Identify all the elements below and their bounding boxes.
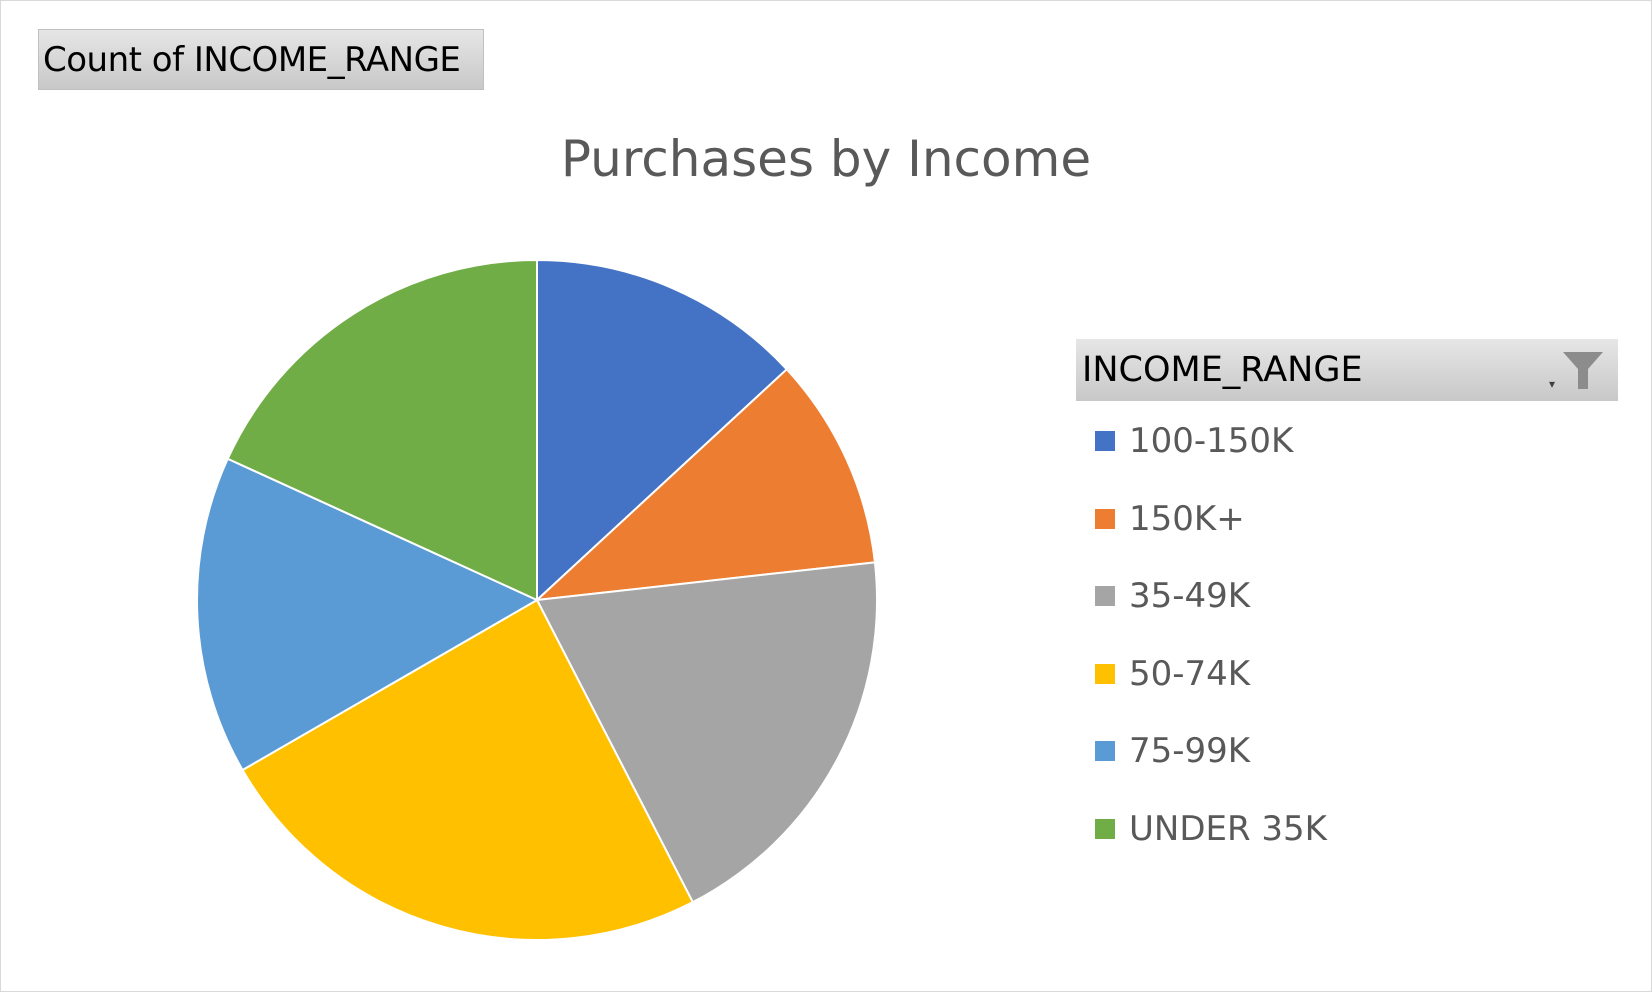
legend-field-button[interactable]: INCOME_RANGE (1076, 339, 1618, 401)
pie-slice-50-74k[interactable] (241, 598, 695, 941)
pie-slice-35-49k[interactable] (535, 561, 878, 904)
legend-swatch (1095, 818, 1115, 839)
legend-item: 150K+ (1095, 497, 1245, 541)
legend-label: 150K+ (1129, 498, 1245, 539)
legend-label: 50-74K (1129, 653, 1251, 694)
pie-slice-75-99k[interactable] (196, 457, 540, 772)
legend-item: 50-74K (1095, 652, 1250, 696)
legend-swatch (1095, 741, 1115, 761)
legend-label: 35-49K (1129, 576, 1251, 616)
legend-label: UNDER 35K (1129, 808, 1327, 849)
legend-label: 100-150K (1129, 421, 1294, 461)
legend-field-label: INCOME_RANGE (1082, 350, 1363, 390)
dropdown-arrow-icon[interactable]: ▾ (1549, 377, 1556, 391)
legend-item: 75-99K (1095, 729, 1250, 773)
legend-item: 35-49K (1095, 574, 1250, 618)
chart-title: Purchases by Income (560, 130, 1092, 188)
pie-slice-under-35k[interactable] (226, 258, 538, 602)
pie-slice-100-150k[interactable] (536, 258, 789, 603)
legend-swatch (1095, 431, 1115, 451)
value-field-button[interactable]: Count of INCOME_RANGE (38, 29, 484, 90)
legend-swatch (1095, 586, 1115, 606)
legend-label: 75-99K (1129, 731, 1251, 771)
value-field-label: Count of INCOME_RANGE (43, 39, 461, 80)
pie-slice-150k-[interactable] (534, 367, 877, 602)
legend-item: 100-150K (1095, 419, 1293, 463)
funnel-filter-icon[interactable] (1562, 351, 1604, 391)
legend-item: UNDER 35K (1095, 807, 1327, 851)
legend-swatch (1095, 663, 1115, 684)
legend-swatch (1095, 508, 1115, 529)
